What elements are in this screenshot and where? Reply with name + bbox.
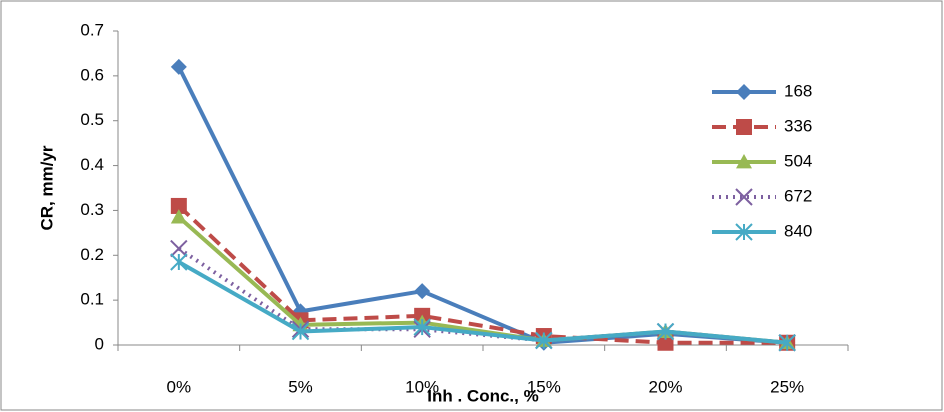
marker-shape	[170, 197, 187, 214]
marker	[736, 154, 752, 169]
marker	[170, 253, 188, 271]
x-tick-label: 0%	[167, 377, 192, 396]
marker-shape	[736, 84, 752, 100]
y-tick-label: 0.2	[80, 245, 104, 264]
marker-shape	[170, 58, 187, 75]
y-tick-label: 0	[95, 334, 104, 353]
marker	[414, 283, 431, 300]
legend-label: 168	[784, 81, 812, 100]
marker-shape	[657, 334, 674, 351]
marker	[170, 209, 187, 224]
marker	[736, 84, 752, 100]
marker	[170, 58, 187, 75]
y-tick-label: 0.4	[80, 155, 104, 174]
x-tick-label: 25%	[770, 377, 804, 396]
marker	[735, 223, 753, 241]
marker	[778, 334, 796, 352]
x-axis-label: Inh . Conc., %	[427, 386, 538, 405]
y-tick-label: 0.7	[80, 20, 104, 39]
marker-shape	[735, 188, 753, 206]
y-tick-label: 0.6	[80, 65, 104, 84]
legend-label: 672	[784, 186, 812, 205]
x-tick-label: 10%	[405, 377, 439, 396]
marker	[735, 188, 753, 206]
marker	[170, 239, 188, 258]
legend-label: 840	[784, 221, 812, 240]
legend-label: 336	[784, 116, 812, 135]
x-tick-label: 15%	[527, 377, 561, 396]
x-tick-label: 5%	[288, 377, 313, 396]
x-tick-label: 20%	[648, 377, 682, 396]
marker	[291, 322, 310, 341]
legend-label: 504	[784, 151, 812, 170]
marker-shape	[414, 283, 431, 300]
marker	[657, 334, 674, 351]
y-tick-label: 0.5	[80, 110, 104, 129]
series-line	[177, 204, 788, 345]
y-axis-label: CR, mm/yr	[37, 145, 56, 230]
y-tick-label: 0.3	[80, 200, 104, 219]
marker	[170, 197, 187, 214]
series-line	[177, 260, 788, 345]
marker-shape	[736, 119, 752, 135]
marker	[413, 318, 431, 336]
y-tick-label: 0.1	[80, 290, 104, 309]
marker-shape	[170, 239, 188, 258]
marker	[656, 322, 675, 341]
marker-shape	[736, 154, 752, 169]
marker	[535, 331, 553, 350]
marker-shape	[170, 209, 187, 224]
marker	[736, 119, 752, 135]
